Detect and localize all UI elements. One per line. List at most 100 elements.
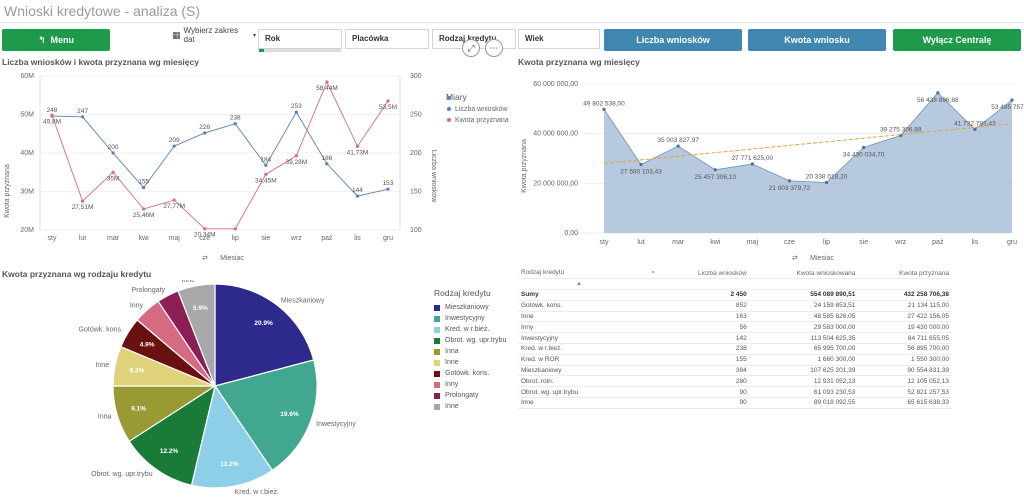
legend-label: Prolongaty xyxy=(445,392,479,399)
table-row[interactable]: Obrot. roln. 280 12 931 052,13 12 105 052,1… xyxy=(518,375,952,388)
pie-legend-item[interactable]: Kred. w r.bież. xyxy=(434,324,514,335)
pie-legend-title: Rodzaj kredytu xyxy=(434,288,491,298)
combo-xtick: lip xyxy=(232,235,239,242)
cell-rodzaj: Kred. w ROR xyxy=(518,354,658,366)
calendar-icon: ▦ xyxy=(172,29,181,40)
sum-kwota-wnioskowana: 554 089 890,51 xyxy=(749,289,859,301)
table-row[interactable]: Kred. w ROR 155 1 660 300,00 1 550 300,00 xyxy=(518,354,952,366)
combo-legend-label: Kwota przyznana xyxy=(455,117,509,124)
menu-button[interactable]: ↰ Menu xyxy=(2,29,110,51)
legend-label: Inne xyxy=(445,359,459,366)
area-point xyxy=(787,179,792,183)
combo-ytick-right: 200 xyxy=(410,150,422,157)
pie-legend-item[interactable]: Inne xyxy=(434,357,514,368)
combo-data-label: 209 xyxy=(169,137,180,144)
combo-ytick-left: 20M xyxy=(20,227,34,234)
filter-wiek-label: Wiek xyxy=(525,34,544,43)
pie-chart-title: Kwota przyznana wg rodzaju kredytu xyxy=(2,269,152,279)
kwota-wniosku-button[interactable]: Kwota wniosku xyxy=(748,29,886,51)
area-point xyxy=(1010,98,1014,102)
combo-point xyxy=(50,113,54,117)
legend-swatch xyxy=(434,370,440,377)
pie-legend-item[interactable]: Inna xyxy=(434,346,514,357)
col-header-kwota-wnioskowana[interactable]: Kwota wnioskowana xyxy=(749,268,859,280)
col-header-kwota-przyznana[interactable]: Kwota przyznana xyxy=(858,268,952,280)
combo-data-label: 155 xyxy=(138,179,149,186)
search-icon[interactable]: ⌕ xyxy=(651,269,655,277)
combo-point xyxy=(111,170,115,174)
liczba-wnioskow-button[interactable]: Liczba wniosków xyxy=(604,29,742,51)
pie-legend-item[interactable]: Mieszkaniowy xyxy=(434,302,514,313)
caret-down-icon: ▾ xyxy=(252,32,256,39)
table-row[interactable]: Inne 90 89 018 092,55 65 615 638,33 xyxy=(518,397,952,409)
col-header-rodzaj[interactable]: Rodzaj kredytu ⌕ xyxy=(518,268,658,280)
pie-legend-item[interactable]: Inne xyxy=(434,401,514,412)
pie-outer-label: Inne xyxy=(181,280,195,284)
cell-kwota-przyznana: 52 821 257,53 xyxy=(858,386,952,399)
table-row[interactable]: Inny 56 29 583 000,00 19 430 000,00 xyxy=(518,321,952,334)
cell-rodzaj: Inwestycyjny xyxy=(518,332,658,345)
combo-legend-marker xyxy=(447,107,451,111)
pie-slice-label: 20.9% xyxy=(254,320,273,327)
area-ytick: 40 000 000,00 xyxy=(533,131,578,138)
legend-swatch xyxy=(434,304,440,311)
combo-data-label: 27,51M xyxy=(72,204,94,211)
combo-data-label: 226 xyxy=(199,124,210,131)
pie-legend-item[interactable]: Gotówk. kons. xyxy=(434,368,514,379)
combo-xtick: wrz xyxy=(290,235,302,242)
pie-slice-label: 19.6% xyxy=(280,411,299,418)
pie-legend-item[interactable]: Prolongaty xyxy=(434,390,514,401)
combo-legend-label: Liczba wniosków xyxy=(455,106,508,113)
cell-kwota-przyznana: 21 134 115,00 xyxy=(858,300,952,312)
pie-legend-item[interactable]: Inwestycyjny xyxy=(434,313,514,324)
cell-kwota-wnioskowana: 12 931 052,13 xyxy=(749,375,859,388)
combo-ytick-left: 50M xyxy=(20,112,34,119)
combo-chart[interactable]: Kwota przyznana Liczba wniosków Miesiac … xyxy=(0,66,512,264)
table-row[interactable]: Gotówk. kons. 852 24 159 853,51 21 134 115,… xyxy=(518,300,952,312)
expand-icon[interactable]: ⤢ xyxy=(462,39,480,57)
pie-chart[interactable]: 20.9% Mieszkaniowy 19.6% Inwestycyjny 13.2% K… xyxy=(0,280,430,502)
table-row[interactable]: Inwestycyjny 142 113 504 625,35 84 711 655,… xyxy=(518,332,952,345)
area-xtick: sie xyxy=(859,239,868,246)
area-xtick: paź xyxy=(932,239,944,246)
table-row[interactable]: Kred. w r.bież. 238 65 995 700,00 56 895 70… xyxy=(518,343,952,355)
filter-placowka-label: Placówka xyxy=(352,34,389,43)
cell-liczba: 238 xyxy=(658,343,750,355)
cell-liczba: 142 xyxy=(658,332,750,345)
filter-wiek[interactable]: Wiek xyxy=(518,29,600,49)
legend-label: Inne xyxy=(445,403,459,410)
combo-xtick: sie xyxy=(261,235,270,242)
area-chart[interactable]: Kwota przyznana Miesiac ⇄ 0,00 20 000 000… xyxy=(512,66,1024,264)
col-header-liczba[interactable]: Liczba wniosków xyxy=(658,268,750,280)
more-options-icon[interactable]: ⋯ xyxy=(485,39,503,57)
filter-placowka[interactable]: Placówka xyxy=(345,29,429,49)
pie-legend-item[interactable]: Inny xyxy=(434,379,514,390)
combo-xtick: lut xyxy=(79,235,86,242)
table-row[interactable]: Mieszkaniowy 384 107 625 201,39 90 554 831,… xyxy=(518,365,952,377)
pie-slice xyxy=(214,359,318,472)
combo-xtick: gru xyxy=(383,235,393,242)
combo-point xyxy=(203,227,207,231)
filter-rok[interactable]: Rok xyxy=(258,29,342,52)
pie-slice xyxy=(128,384,216,486)
table-row[interactable]: Inne 163 48 585 626,05 27 422 156,05 xyxy=(518,311,952,323)
area-data-label: 34 430 034,70 xyxy=(843,151,885,158)
date-range-picker[interactable]: ▦ Wybierz zakres dat ▾ xyxy=(172,26,256,44)
table-row[interactable]: Obrot. wg. upr.trybu 90 61 093 230,53 52 82… xyxy=(518,386,952,399)
area-x-icon: ⇄ xyxy=(792,255,798,262)
combo-xtick: kwi xyxy=(139,235,150,242)
combo-legend-item-liczba[interactable] xyxy=(447,96,451,100)
combo-data-label: 144 xyxy=(352,187,363,194)
pie-legend-item[interactable]: Obrot. wg. upr.trybu xyxy=(434,335,514,346)
wylacz-centrale-button[interactable]: Wyłącz Centralę xyxy=(893,29,1021,51)
pie-outer-label: Inna xyxy=(98,413,112,420)
combo-xtick: mar xyxy=(107,235,120,242)
combo-xlabel: Miesiac xyxy=(220,255,244,262)
combo-xtick: cze xyxy=(199,235,210,242)
cell-kwota-wnioskowana: 1 660 300,00 xyxy=(749,354,859,366)
data-table[interactable]: Rodzaj kredytu ⌕ Liczba wniosków Kwota w… xyxy=(518,268,952,409)
sort-asc-icon[interactable]: ▲ xyxy=(518,278,658,291)
sum-liczba: 2 450 xyxy=(658,289,750,301)
combo-xtick: sty xyxy=(48,235,57,242)
combo-ytick-left: 30M xyxy=(20,189,34,196)
